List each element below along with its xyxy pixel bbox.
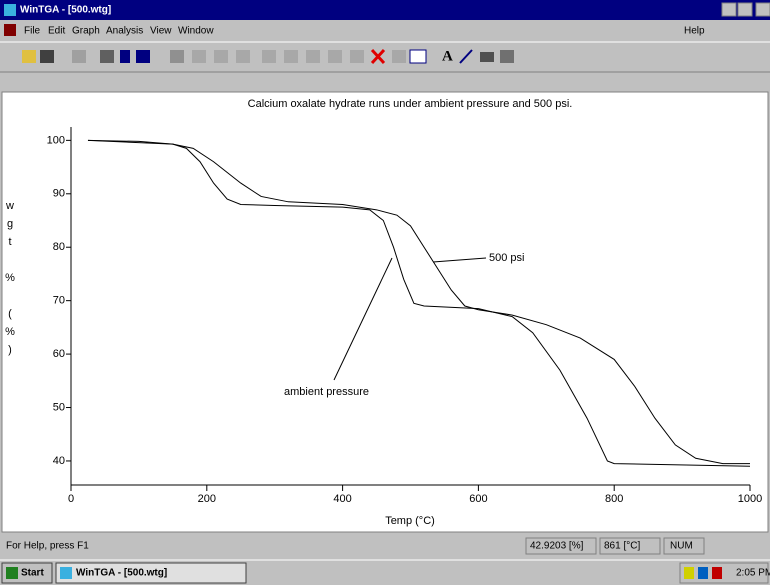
chart-area (1, 91, 769, 533)
clock: 2:05 PM (736, 568, 770, 579)
tool-button[interactable] (72, 50, 86, 63)
task-label: WinTGA - [500.wtg] (76, 568, 167, 579)
text-tool[interactable]: A (442, 48, 453, 64)
status-text: For Help, press F1 (6, 541, 89, 552)
x-tick-label: 400 (333, 493, 351, 505)
delete-button[interactable] (370, 48, 386, 65)
menu-item[interactable]: Window (178, 26, 214, 37)
tool-button[interactable] (328, 50, 342, 63)
status-pane (599, 537, 661, 555)
series-line (87, 139, 750, 465)
menu-item[interactable]: Help (684, 26, 705, 37)
window-title: WinTGA - [500.wtg] (20, 5, 111, 16)
y-tick-label: 60 (53, 348, 65, 360)
chart-title: Calcium oxalate hydrate runs under ambie… (248, 98, 573, 110)
tray (679, 562, 769, 584)
tool-button[interactable] (192, 50, 206, 63)
print-button[interactable] (100, 50, 114, 63)
y-tick-label: 40 (53, 455, 65, 467)
menu-item[interactable]: Analysis (106, 26, 143, 37)
y-tick-label: 80 (53, 241, 65, 253)
status-text: NUM (670, 541, 693, 552)
annotation-pointer (333, 257, 393, 381)
start-icon (6, 567, 18, 579)
y-axis-label-box: wgt % (%) (4, 200, 16, 362)
task-icon (60, 567, 72, 579)
help-button[interactable] (120, 50, 130, 63)
app-icon (4, 4, 16, 16)
close-button[interactable] (755, 2, 770, 17)
status-pane (663, 537, 705, 555)
x-tick-label: 600 (469, 493, 487, 505)
y-tick-label: 50 (53, 401, 65, 413)
y-tick-label: 100 (47, 134, 65, 146)
x-tick-label: 200 (198, 493, 216, 505)
tray-icon (698, 567, 708, 579)
doc-icon (4, 24, 16, 36)
tool-button[interactable] (409, 49, 427, 64)
open-button[interactable] (22, 50, 36, 63)
annotation-pointer (432, 257, 487, 263)
y-tick-label: 90 (53, 188, 65, 200)
minimize-button[interactable] (721, 2, 737, 17)
tray-icon (684, 567, 694, 579)
x-axis-label: Temp (°C) (385, 515, 435, 527)
y-tick-label: 70 (53, 295, 65, 307)
tool-button[interactable] (170, 50, 184, 63)
tool-button[interactable] (350, 50, 364, 63)
maximize-button[interactable] (737, 2, 753, 17)
menu-item[interactable]: View (150, 26, 172, 37)
tray-icon (712, 567, 722, 579)
status-text: 861 [°C] (604, 541, 640, 552)
tool-button[interactable] (236, 50, 250, 63)
menu-item[interactable]: Edit (48, 26, 65, 37)
title-bar (0, 0, 770, 20)
menu-item[interactable]: File (24, 26, 41, 37)
task-button[interactable] (55, 562, 247, 584)
context-help-button[interactable] (136, 50, 150, 63)
tool-button[interactable] (214, 50, 228, 63)
start-label: Start (21, 568, 44, 579)
menu-item[interactable]: Graph (72, 26, 100, 37)
save-button[interactable] (40, 50, 54, 63)
tool-button[interactable] (284, 50, 298, 63)
annotation: ambient pressure (284, 386, 369, 398)
status-text: 42.9203 [%] (530, 541, 584, 552)
toolbar: A (22, 48, 514, 64)
annotation: 500 psi (489, 252, 524, 264)
tool-button[interactable] (500, 50, 514, 63)
tool-button[interactable] (262, 50, 276, 63)
x-tick-label: 800 (605, 493, 623, 505)
line-tool[interactable] (459, 49, 473, 64)
y-axis-label: wgt % (%) (4, 200, 16, 362)
x-tick-label: 1000 (738, 493, 762, 505)
status-pane (525, 537, 597, 555)
series-line (87, 139, 751, 467)
tool-button[interactable] (392, 50, 406, 63)
tool-button[interactable] (306, 50, 320, 63)
tool-button[interactable] (480, 52, 494, 62)
x-tick-label: 0 (68, 493, 74, 505)
